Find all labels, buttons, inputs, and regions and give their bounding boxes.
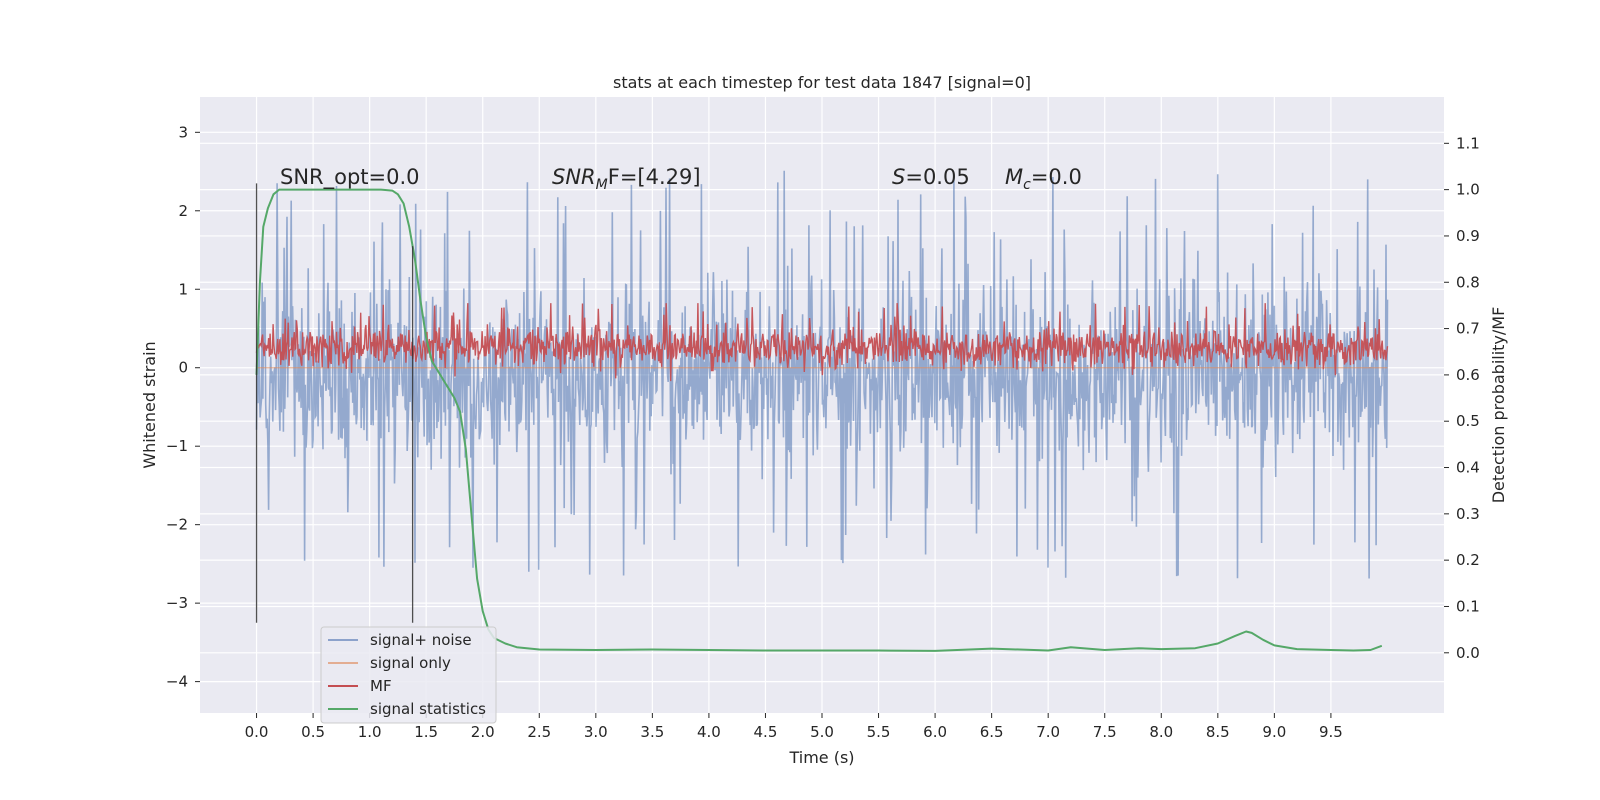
x-tick-label: 4.5 bbox=[754, 723, 778, 741]
y-right-axis-label: Detection probability/MF bbox=[1489, 307, 1508, 504]
y-right-tick-label: 0.9 bbox=[1456, 227, 1480, 245]
snr-mf-tail: F=[4.29] bbox=[608, 165, 701, 189]
y-left-tick-label: 1 bbox=[178, 280, 188, 298]
x-axis-label: Time (s) bbox=[788, 748, 854, 767]
y-left-tick-label: 3 bbox=[178, 123, 188, 141]
x-tick-label: 1.5 bbox=[414, 723, 438, 741]
s-value: =0.05 bbox=[905, 165, 969, 189]
y-right-tick-label: 0.8 bbox=[1456, 273, 1480, 291]
x-tick-label: 7.5 bbox=[1093, 723, 1117, 741]
mc-value: =0.0 bbox=[1031, 165, 1082, 189]
x-tick-label: 3.5 bbox=[640, 723, 664, 741]
y-right-tick-label: 0.4 bbox=[1456, 459, 1480, 477]
y-left-tick-label: 2 bbox=[178, 202, 188, 220]
x-tick-label: 6.0 bbox=[923, 723, 947, 741]
legend-label-mf: MF bbox=[370, 677, 392, 695]
x-tick-label: 2.0 bbox=[471, 723, 495, 741]
y-left-tick-label: −2 bbox=[166, 516, 188, 534]
legend-item-signal-statistics: signal statistics bbox=[328, 700, 486, 718]
chart-title: stats at each timestep for test data 184… bbox=[613, 73, 1031, 92]
x-tick-label: 8.5 bbox=[1206, 723, 1230, 741]
y-right-tick-label: 0.1 bbox=[1456, 597, 1480, 615]
annotation-snr-mf: SNRMF=[4.29] bbox=[552, 165, 701, 193]
legend-item-signal-noise: signal+ noise bbox=[328, 631, 472, 649]
x-tick-label: 7.0 bbox=[1036, 723, 1060, 741]
x-tick-label: 5.5 bbox=[867, 723, 891, 741]
s-var: S bbox=[892, 165, 905, 189]
x-tick-label: 4.0 bbox=[697, 723, 721, 741]
y-right-tick-label: 0.0 bbox=[1456, 644, 1480, 662]
legend-item-signal-only: signal only bbox=[328, 654, 451, 672]
x-tick-label: 8.0 bbox=[1149, 723, 1173, 741]
x-tick-label: 5.0 bbox=[810, 723, 834, 741]
x-tick-label: 6.5 bbox=[980, 723, 1004, 741]
vertical-markers bbox=[255, 183, 414, 623]
y-right-tick-labels: 1.1 1.0 0.9 0.8 0.7 0.6 0.5 0.4 0.3 0.2 0.1 0.0 bbox=[1444, 134, 1480, 662]
y-right-tick-label: 0.6 bbox=[1456, 366, 1480, 384]
snr-mf-sub: M bbox=[596, 177, 608, 193]
y-left-tick-label: 0 bbox=[178, 359, 188, 377]
series-signal-noise bbox=[255, 170, 1389, 579]
y-left-tick-labels: 3 2 1 0 −1 −2 −3 −4 bbox=[166, 123, 200, 691]
legend-label-signal-only: signal only bbox=[370, 654, 451, 672]
x-tick-label: 1.0 bbox=[358, 723, 382, 741]
x-tick-label: 0.5 bbox=[301, 723, 325, 741]
y-right-tick-label: 0.3 bbox=[1456, 505, 1480, 523]
annotation-snr-opt: SNR_opt=0.0 bbox=[280, 165, 420, 190]
x-tick-label: 9.5 bbox=[1319, 723, 1343, 741]
annotation-s: S=0.05 bbox=[892, 165, 970, 189]
x-tick-label: 0.0 bbox=[245, 723, 269, 741]
y-right-tick-label: 1.0 bbox=[1456, 181, 1480, 199]
legend-item-mf: MF bbox=[328, 677, 392, 695]
annotation-mc: Mc=0.0 bbox=[1005, 165, 1082, 193]
mc-sub: c bbox=[1023, 177, 1031, 193]
y-right-tick-label: 1.1 bbox=[1456, 134, 1480, 152]
y-right-tick-label: 0.2 bbox=[1456, 551, 1480, 569]
x-tick-labels: 0.0 0.5 1.0 1.5 2.0 2.5 3.0 3.5 4.0 4.5 5.0 5.5 6.0 6… bbox=[245, 713, 1343, 741]
x-tick-label: 3.0 bbox=[584, 723, 608, 741]
y-left-axis-label: Whitened strain bbox=[140, 341, 159, 468]
x-tick-label: 9.0 bbox=[1262, 723, 1286, 741]
snr-mf-base: SNR bbox=[552, 165, 596, 189]
y-right-tick-label: 0.7 bbox=[1456, 320, 1480, 338]
x-tick-label: 2.5 bbox=[527, 723, 551, 741]
series-mf bbox=[255, 303, 1389, 382]
legend-label-signal-statistics: signal statistics bbox=[370, 700, 486, 718]
y-right-tick-label: 0.5 bbox=[1456, 412, 1480, 430]
y-left-tick-label: −3 bbox=[166, 594, 188, 612]
y-left-tick-label: −4 bbox=[166, 673, 188, 691]
legend-label-signal-noise: signal+ noise bbox=[370, 631, 472, 649]
y-left-tick-label: −1 bbox=[166, 437, 188, 455]
mc-var: M bbox=[1005, 165, 1023, 189]
legend: signal+ noise signal only MF signal stat… bbox=[320, 626, 497, 724]
